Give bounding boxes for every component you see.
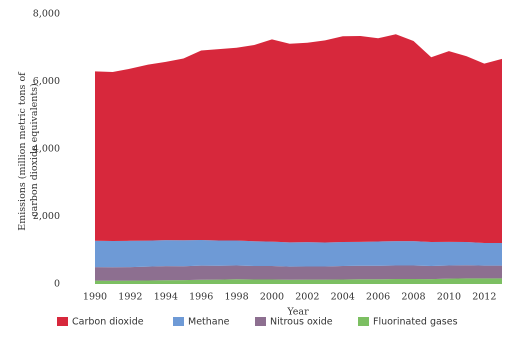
legend-swatch xyxy=(57,317,68,326)
x-tick-label: 2008 xyxy=(401,292,425,303)
y-tick-label: 0 xyxy=(54,279,60,290)
y-tick-label: 8,000 xyxy=(33,9,60,20)
x-tick-label: 1990 xyxy=(83,292,107,303)
area xyxy=(95,34,502,243)
y-axis-label-line: Emissions (million metric tons of xyxy=(17,71,28,231)
x-tick-label: 2000 xyxy=(260,292,284,303)
x-tick-label: 2012 xyxy=(472,292,496,303)
x-tick-label: 1998 xyxy=(224,292,248,303)
legend-label: Carbon dioxide xyxy=(72,317,144,328)
y-tick-label: 2,000 xyxy=(33,211,60,222)
x-tick-label: 1996 xyxy=(189,292,213,303)
area xyxy=(95,278,502,284)
y-tick-label: 4,000 xyxy=(33,144,60,155)
x-tick-label: 2004 xyxy=(331,292,355,303)
x-tick-label: 2006 xyxy=(366,292,390,303)
y-tick-label: 6,000 xyxy=(33,76,60,87)
area xyxy=(95,239,502,268)
legend-label: Methane xyxy=(188,317,230,328)
legend-label: Nitrous oxide xyxy=(270,317,333,328)
legend-label: Fluorinated gases xyxy=(373,317,458,328)
legend-swatch xyxy=(173,317,184,326)
x-tick-label: 2010 xyxy=(437,292,461,303)
y-axis-label-line: carbon dioxide equivalents) xyxy=(29,83,40,217)
legend-swatch xyxy=(255,317,266,326)
x-tick-label: 1992 xyxy=(118,292,142,303)
y-axis-label: Emissions (million metric tons of carbon… xyxy=(17,69,40,230)
x-tick-label: 1994 xyxy=(154,292,178,303)
x-axis-label: Year xyxy=(286,307,309,318)
x-tick-label: 2002 xyxy=(295,292,319,303)
area xyxy=(95,265,502,281)
legend-swatch xyxy=(358,317,369,326)
